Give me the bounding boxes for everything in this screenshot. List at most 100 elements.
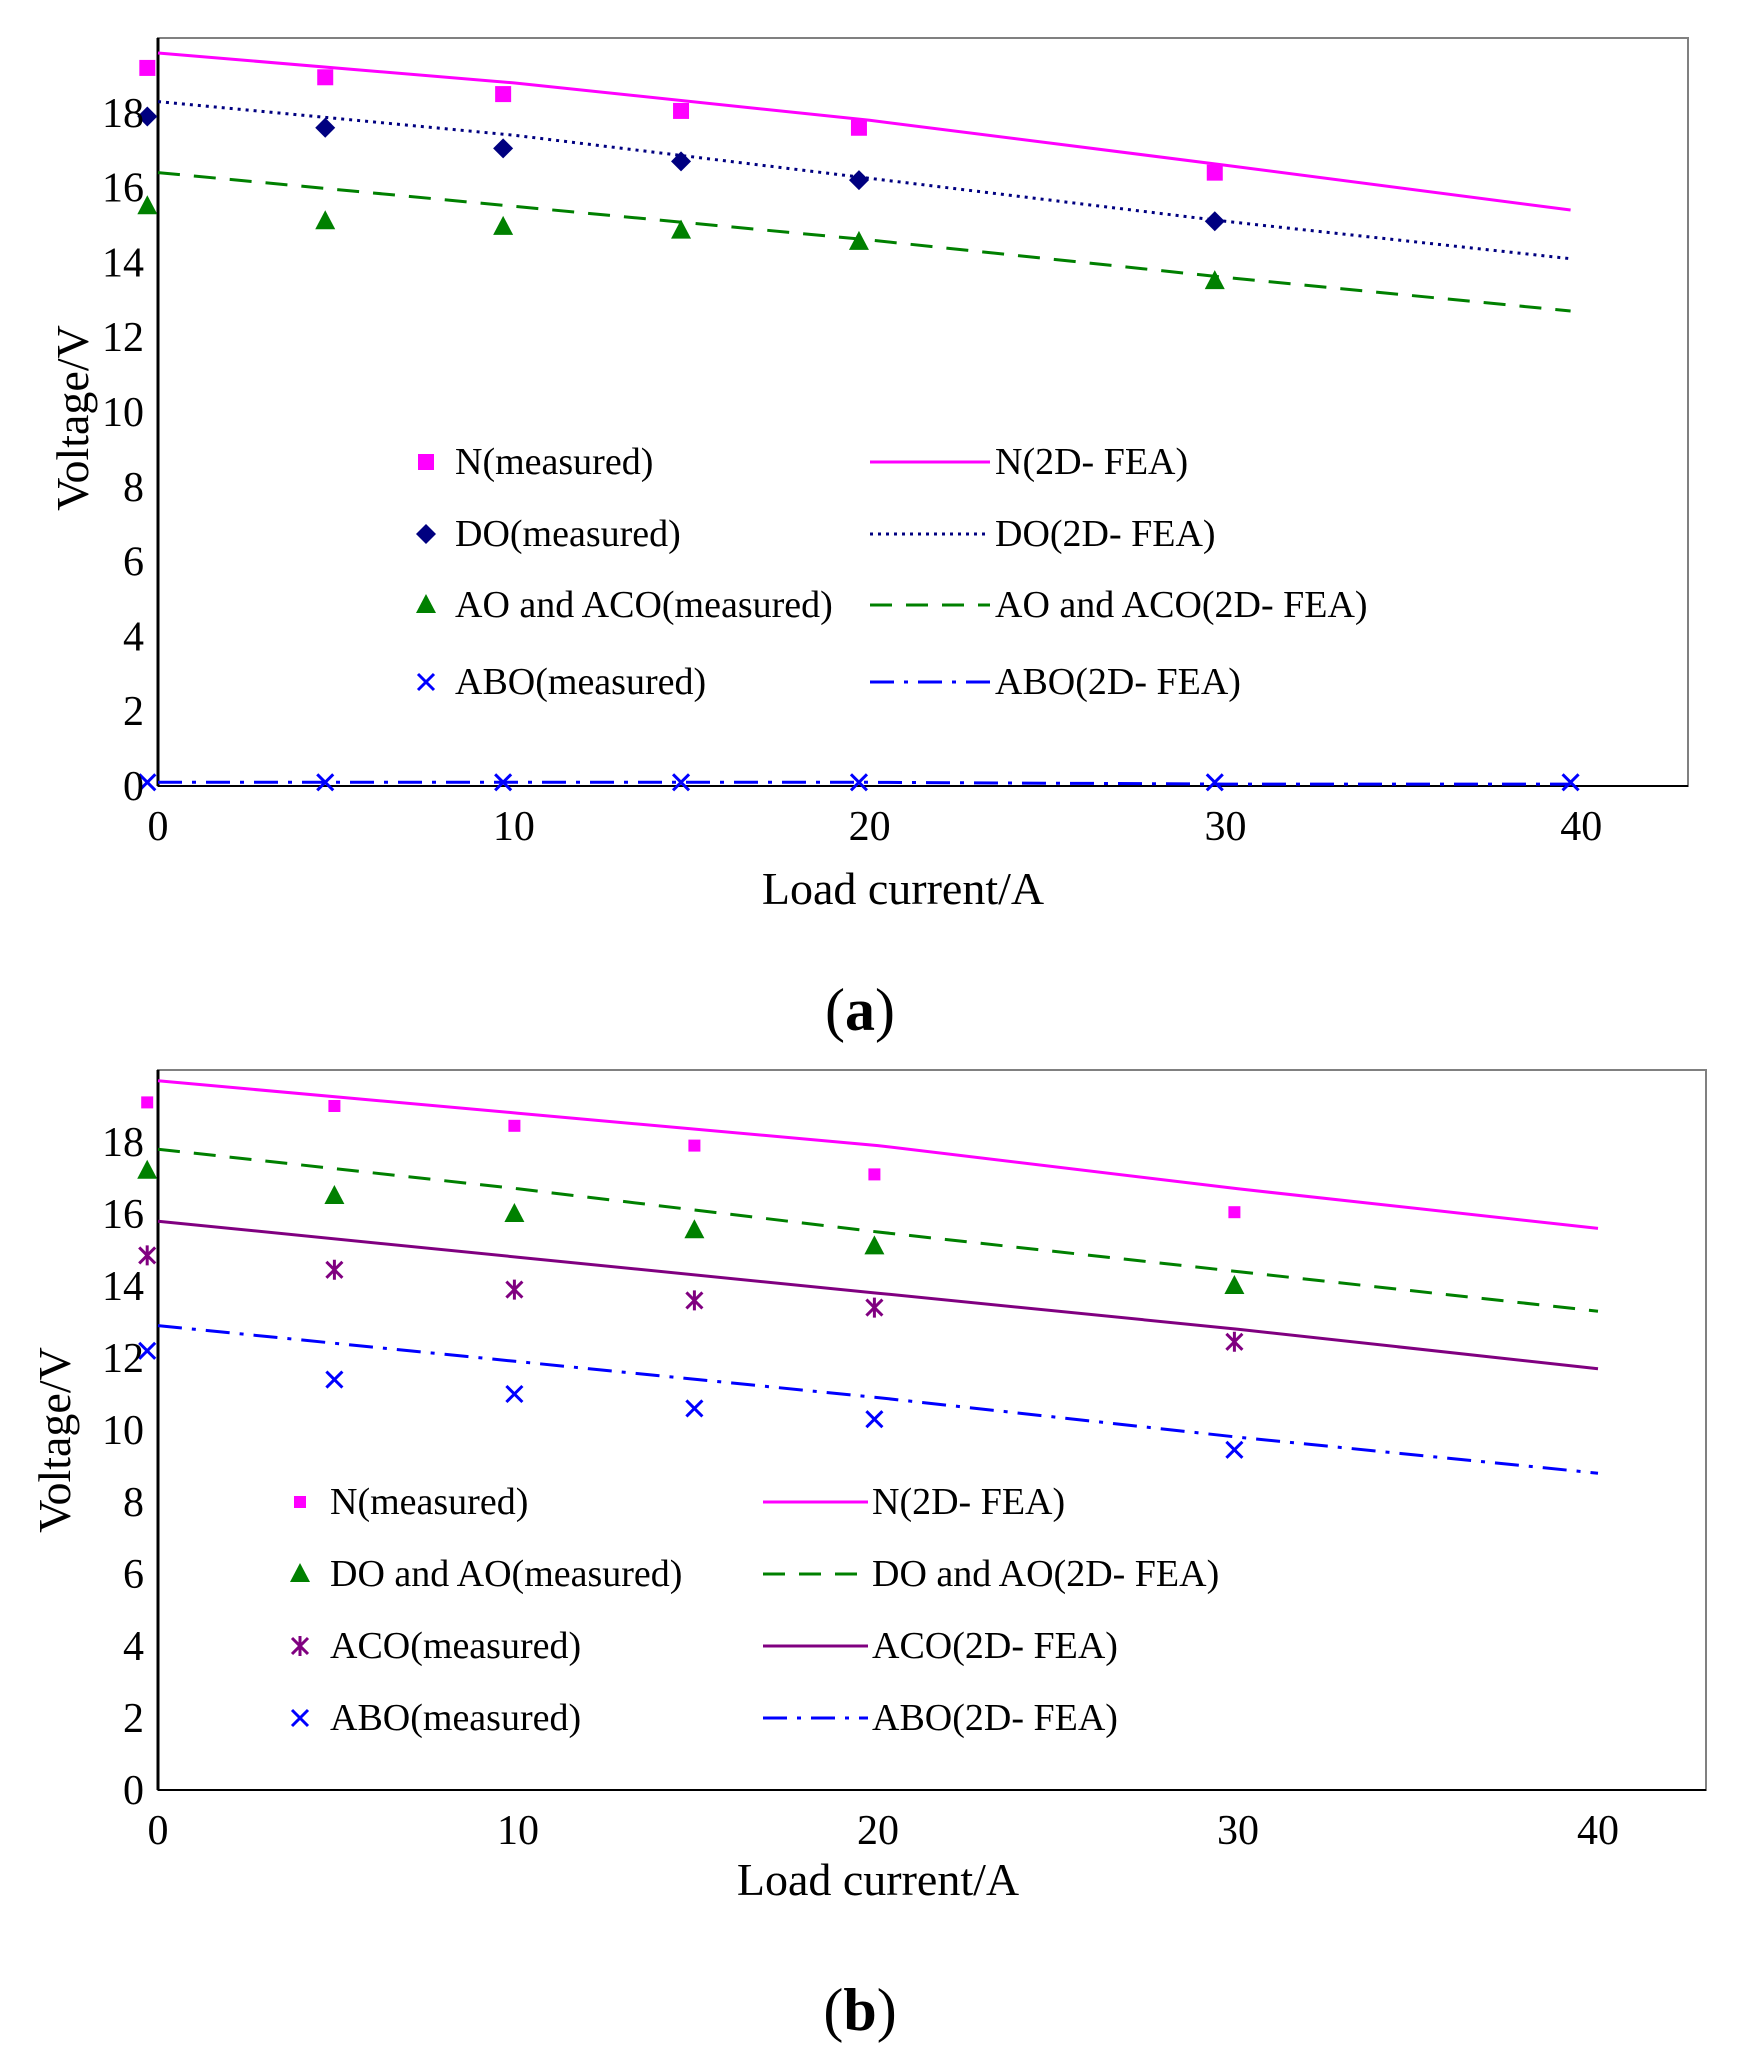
chart-a-n-measured-point-1	[317, 69, 334, 86]
chart-b-do-and-ao-measured-point-2	[504, 1203, 525, 1222]
chart-b-n-2d-fea-line	[157, 1079, 1599, 1230]
chart-a-ao-and-aco-measured-point-3	[671, 219, 692, 239]
chart-b-y-tick-16: 16	[102, 1192, 144, 1238]
chart-b-aco-measured-point-0	[138, 1245, 157, 1266]
chart-b-legend-label-do-and-ao-2d-fea: DO and AO(2D- FEA)	[872, 1553, 1219, 1595]
chart-a-fea-lines	[157, 51, 1571, 786]
chart-b-legend-label-aco-measured: ACO(measured)	[330, 1625, 581, 1667]
chart-a-x-tick-40: 40	[1560, 804, 1602, 850]
chart-b-legend-label-n-measured: N(measured)	[330, 1481, 528, 1523]
chart-a-n-measured-point-2	[495, 86, 512, 103]
chart-a-y-tick-6: 6	[123, 540, 144, 586]
chart-b-aco-measured-point-5	[1225, 1331, 1244, 1352]
chart-a-ao-and-aco-measured-point-2	[493, 215, 514, 235]
chart-b-y-tick-18: 18	[102, 1120, 144, 1166]
chart-a-tick-labels: 0 10 20 30 40 0 2 4 6 8 10 12 14 16 18	[102, 91, 1602, 850]
chart-b-y-axis-label: Voltage/V	[29, 1347, 80, 1533]
chart-b-aco-measured-point-1	[325, 1259, 344, 1280]
chart-b-do-and-ao-measured-point-1	[324, 1185, 345, 1204]
chart-a-abo-measured-point-0	[138, 773, 157, 792]
chart-a-do-measured-point-5	[1204, 211, 1225, 232]
chart-b-panel-label-letter: b	[843, 1977, 876, 2043]
chart-a-legend-label-n-measured: N(measured)	[455, 441, 653, 483]
chart-a-y-tick-14: 14	[102, 240, 144, 286]
chart-b-aco-measured-point-3	[685, 1290, 704, 1311]
chart-b-y-tick-14: 14	[102, 1264, 144, 1310]
chart-a-abo-measured-point-2	[494, 773, 513, 792]
chart-a-do-measured-point-1	[315, 117, 336, 138]
chart-b-do-and-ao-measured-point-0	[137, 1159, 158, 1179]
chart-a-y-tick-10: 10	[102, 390, 144, 436]
chart-b-x-tick-10: 10	[497, 1808, 539, 1854]
chart-b-legend-label-n-2d-fea: N(2D- FEA)	[872, 1481, 1065, 1523]
chart-b-n-measured-point-4	[868, 1168, 881, 1181]
chart-b-abo-measured-point-2	[505, 1384, 524, 1404]
chart-a-abo-measured-point-1	[316, 773, 335, 792]
chart-a-x-axis-label: Load current/A	[762, 863, 1044, 914]
chart-a-n-2d-fea-line	[157, 51, 1571, 212]
chart-a-abo-measured-point-6	[1561, 773, 1580, 792]
chart-a: N(measured) DO(measured) AO and ACO(measur…	[47, 37, 1689, 1043]
chart-b-tick-labels: 0 10 20 30 40 0 2 4 6 8 10 12 14 16 18	[102, 1120, 1619, 1854]
chart-a-legend-label-n-2d-fea: N(2D- FEA)	[995, 441, 1188, 483]
chart-b-n-measured-point-0	[141, 1096, 154, 1109]
chart-a-y-tick-8: 8	[123, 465, 144, 511]
chart-a-legend-label-do-measured: DO(measured)	[455, 513, 681, 555]
chart-a-abo-measured-point-4	[849, 773, 869, 792]
chart-a-y-tick-4: 4	[123, 614, 144, 660]
chart-a-x-tick-30: 30	[1204, 804, 1246, 850]
chart-a-ao-and-aco-2d-fea-line	[157, 171, 1571, 313]
chart-a-ao-and-aco-measured-point-1	[315, 210, 336, 230]
chart-a-panel-label-open: (	[825, 977, 845, 1043]
chart-b-measured-points	[137, 1096, 1245, 1459]
chart-a-legend-label-abo-measured: ABO(measured)	[455, 661, 706, 703]
chart-b-abo-measured-point-5	[1225, 1440, 1244, 1459]
chart-b-abo-measured-point-1	[325, 1370, 344, 1389]
chart-a-do-measured-point-0	[137, 106, 158, 127]
chart-b: N(measured) DO and AO(measured) ACO(measur…	[29, 1069, 1707, 2043]
chart-a-n-measured-point-3	[673, 102, 690, 119]
chart-b-n-measured-point-1	[328, 1100, 341, 1112]
chart-b-y-tick-4: 4	[123, 1624, 144, 1670]
chart-b-panel-label-open: (	[823, 1977, 843, 2043]
chart-a-legend-marker-ao-and-aco-measured	[416, 594, 436, 613]
chart-b-abo-measured-point-0	[138, 1341, 157, 1360]
chart-b-panel-label: (b)	[823, 1977, 896, 2043]
chart-a-do-measured-point-3	[671, 151, 692, 172]
chart-a-legend-marker-do-measured	[416, 524, 436, 544]
chart-b-n-measured-point-2	[508, 1119, 521, 1132]
chart-b-abo-2d-fea-line	[157, 1324, 1599, 1475]
chart-b-do-and-ao-measured-point-5	[1224, 1275, 1245, 1294]
chart-b-legend: N(measured) DO and AO(measured) ACO(measur…	[290, 1481, 1219, 1739]
chart-a-y-tick-18: 18	[102, 91, 144, 137]
chart-b-legend-label-aco-2d-fea: ACO(2D- FEA)	[872, 1625, 1118, 1667]
chart-a-plot-area	[156, 37, 1689, 787]
chart-b-legend-marker-aco-measured	[290, 1636, 310, 1656]
chart-b-do-and-ao-measured-point-4	[864, 1235, 885, 1255]
chart-b-legend-marker-do-and-ao-measured	[290, 1563, 310, 1582]
chart-b-n-measured-point-3	[688, 1139, 701, 1152]
chart-a-x-tick-10: 10	[493, 804, 535, 850]
chart-a-do-measured-point-4	[848, 170, 869, 191]
chart-a-legend: N(measured) DO(measured) AO and ACO(measur…	[416, 441, 1368, 703]
chart-a-abo-measured-point-3	[671, 773, 691, 792]
chart-a-legend-marker-n-measured	[418, 454, 434, 470]
chart-a-abo-measured-point-5	[1205, 773, 1224, 792]
chart-b-y-tick-12: 12	[102, 1336, 144, 1382]
chart-b-abo-measured-point-4	[865, 1410, 884, 1429]
chart-a-ao-and-aco-measured-point-4	[848, 230, 869, 250]
chart-a-n-measured-point-4	[850, 119, 867, 136]
chart-b-legend-label-do-and-ao-measured: DO and AO(measured)	[330, 1553, 682, 1595]
chart-a-y-tick-2: 2	[123, 689, 144, 735]
chart-b-y-tick-8: 8	[123, 1480, 144, 1526]
chart-b-do-and-ao-measured-point-3	[684, 1219, 705, 1239]
chart-b-panel-label-close: )	[877, 1977, 897, 2043]
chart-b-aco-measured-point-4	[865, 1297, 884, 1318]
chart-a-legend-label-ao-and-aco-measured: AO and ACO(measured)	[455, 584, 833, 626]
chart-b-n-measured-point-5	[1228, 1206, 1241, 1219]
chart-a-panel-label-close: )	[875, 977, 895, 1043]
chart-a-x-tick-0: 0	[148, 804, 169, 850]
chart-b-legend-marker-n-measured	[294, 1496, 306, 1508]
